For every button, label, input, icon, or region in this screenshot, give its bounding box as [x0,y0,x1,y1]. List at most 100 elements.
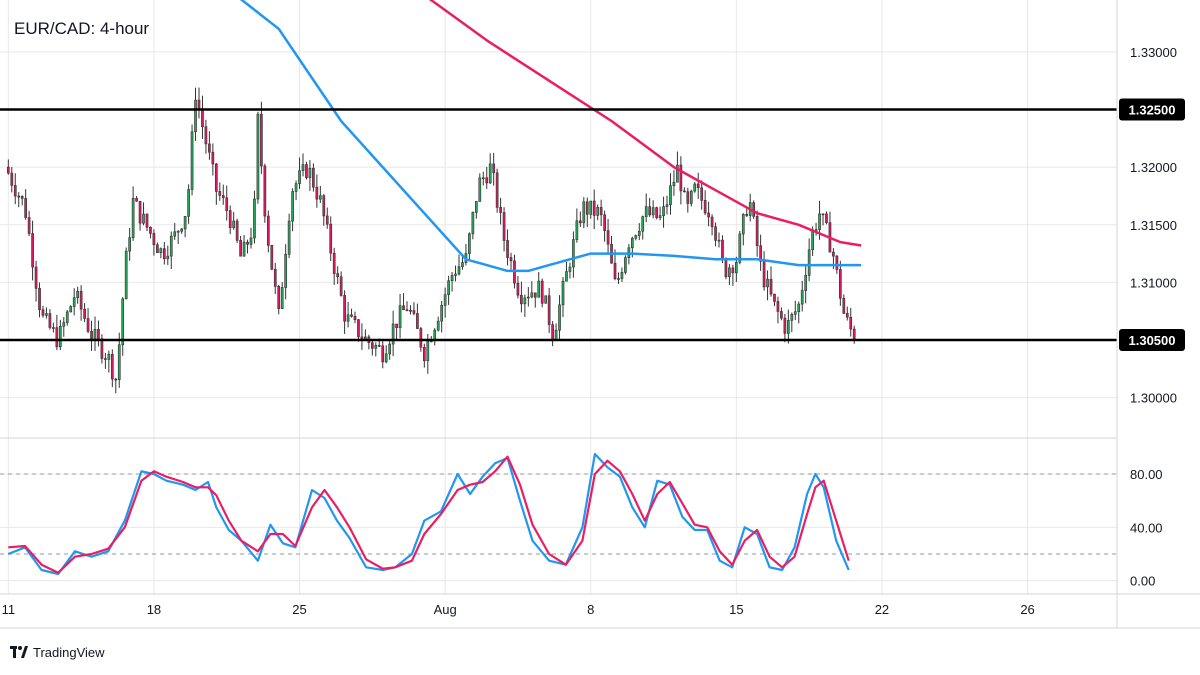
candle [166,245,170,266]
candle [787,309,790,344]
candle [561,277,565,318]
moving-average-lines [239,0,862,273]
candle-body [575,220,579,240]
candle-body [409,310,412,312]
candle-body [52,327,55,329]
candle [585,197,589,228]
candle-body [762,260,766,288]
candle-body [232,220,236,228]
level-price-label: 1.32500 [1129,103,1176,118]
candle-body [787,320,790,334]
candle [332,247,336,285]
candle-body [707,212,710,218]
candle [683,187,686,193]
candle [253,190,256,244]
candle-body [273,268,277,287]
candle-body [759,245,762,262]
candle-body [24,198,27,218]
candle-body [83,308,86,319]
candle-body [728,267,731,278]
candle-body [110,354,114,380]
candle [305,161,308,180]
candle [599,199,603,227]
candle-body [776,301,780,312]
candle-body [634,235,638,239]
candle [398,294,402,339]
candle [648,197,652,217]
candle-body [284,253,288,288]
moving-average-line-red [428,0,862,247]
candle-body [579,220,582,224]
candle-body [693,183,697,192]
candle [58,319,62,351]
candle-body [721,239,724,260]
candle [69,305,73,313]
candle-body [648,206,652,216]
candle-body [201,108,204,127]
candle-body [735,262,738,274]
price-tick-label: 1.31500 [1130,218,1177,233]
candle-body [502,212,506,241]
candle-body [551,324,554,340]
candle-body [65,311,69,323]
candle-body [818,213,821,230]
candle-body [745,214,749,216]
candle [339,271,343,297]
candle [62,316,66,337]
candle-body [700,187,704,201]
candle [790,312,794,333]
candle-body [27,217,31,234]
candle [48,309,52,330]
candle [547,287,551,334]
candle [558,295,561,340]
candle [20,195,24,206]
candle-body [173,231,177,237]
candle-body [45,313,48,316]
candle-body [336,273,340,278]
candle [325,207,329,229]
candle [124,247,128,300]
candle [24,189,27,220]
candle-body [162,248,166,260]
candle [384,345,388,364]
candle [409,305,412,315]
candle [606,218,610,255]
candle-body [235,220,239,241]
candle-body [128,237,131,252]
oscillator-tick-label: 0.00 [1130,574,1155,589]
candle-body [142,213,145,224]
candle-body [447,280,450,296]
candle-body [48,313,52,328]
candle [533,292,537,308]
candle [273,262,277,295]
candle [544,295,548,304]
candle-body [644,206,648,217]
price-tick-label: 1.32000 [1130,160,1177,175]
candle [329,216,333,261]
candle-body [665,204,669,207]
candle-body [738,233,742,263]
candle [83,303,86,323]
candle [620,267,624,283]
candle [568,262,572,279]
candle [700,180,704,210]
candle [138,200,142,231]
candle-body [589,200,593,215]
candle [804,264,808,304]
candle-body [683,190,686,193]
candle [717,232,721,248]
candle-body [350,314,353,317]
candle [131,186,135,241]
candle [284,244,288,300]
candle-body [38,288,41,311]
candle-body [135,198,138,202]
level-price-tag [1119,329,1185,352]
candle [294,180,298,201]
candle-body [793,311,797,315]
candle [31,220,34,281]
candle [145,213,149,232]
candle-body [613,262,617,279]
candle [41,305,45,318]
candle [575,208,579,243]
time-tick-label: 8 [587,602,594,617]
